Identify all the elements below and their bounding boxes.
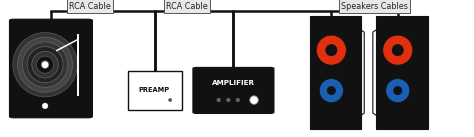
- Ellipse shape: [319, 79, 343, 102]
- Ellipse shape: [13, 32, 77, 97]
- FancyBboxPatch shape: [376, 16, 428, 129]
- Ellipse shape: [326, 45, 337, 56]
- FancyBboxPatch shape: [128, 71, 182, 110]
- Text: RCA Cable: RCA Cable: [69, 2, 111, 11]
- Ellipse shape: [36, 56, 54, 73]
- FancyBboxPatch shape: [9, 19, 92, 118]
- Text: Speakers Cables: Speakers Cables: [341, 2, 408, 11]
- Ellipse shape: [383, 35, 413, 65]
- Ellipse shape: [18, 37, 73, 92]
- Ellipse shape: [43, 62, 47, 67]
- Ellipse shape: [392, 45, 403, 56]
- Text: PREAMP: PREAMP: [139, 87, 170, 93]
- Ellipse shape: [227, 98, 230, 102]
- Ellipse shape: [317, 35, 346, 65]
- Ellipse shape: [22, 42, 68, 87]
- Ellipse shape: [386, 79, 410, 102]
- Ellipse shape: [41, 61, 49, 68]
- Ellipse shape: [393, 86, 402, 95]
- Ellipse shape: [169, 98, 172, 102]
- FancyBboxPatch shape: [193, 67, 274, 113]
- FancyBboxPatch shape: [310, 16, 361, 129]
- Text: RCA Cable: RCA Cable: [166, 2, 208, 11]
- Ellipse shape: [217, 98, 220, 102]
- Ellipse shape: [327, 86, 336, 95]
- Ellipse shape: [27, 47, 63, 83]
- Ellipse shape: [32, 51, 58, 78]
- Polygon shape: [373, 21, 389, 124]
- Ellipse shape: [236, 98, 240, 102]
- Polygon shape: [348, 21, 364, 124]
- Ellipse shape: [250, 96, 258, 104]
- Text: AMPLIFIER: AMPLIFIER: [212, 80, 255, 85]
- Ellipse shape: [42, 103, 48, 109]
